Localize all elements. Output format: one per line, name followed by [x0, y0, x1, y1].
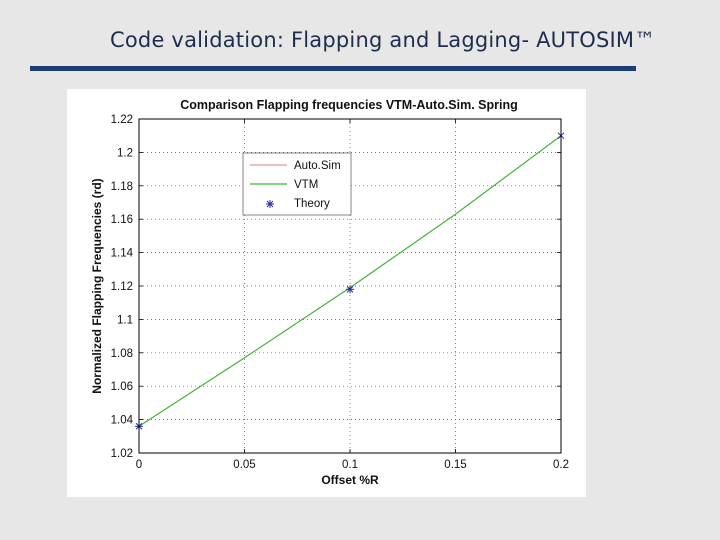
chart-figure: Comparison Flapping frequencies VTM-Auto… — [67, 89, 586, 497]
x-tick-label: 0 — [136, 459, 142, 471]
legend-label-autosim: Auto.Sim — [294, 160, 341, 172]
x-tick-label: 0.2 — [553, 459, 569, 471]
x-tick-label: 0.1 — [342, 459, 358, 471]
y-tick-label: 1.1 — [117, 314, 133, 326]
title-rule — [30, 66, 636, 71]
legend-label-vtm: VTM — [294, 179, 318, 191]
y-tick-label: 1.22 — [111, 114, 133, 126]
tick-labels: 1.02 1.04 1.06 1.08 1.1 1.12 1.14 1.16 1.18 1.2 1.… — [111, 114, 569, 471]
y-tick-label: 1.16 — [111, 214, 133, 226]
y-tick-label: 1.04 — [111, 415, 134, 427]
flapping-frequency-chart: Comparison Flapping frequencies VTM-Auto… — [90, 98, 569, 487]
y-tick-label: 1.06 — [111, 381, 133, 393]
plot-frame — [138, 118, 562, 454]
x-axis-label: Offset %R — [321, 473, 379, 487]
chart-title: Comparison Flapping frequencies VTM-Auto… — [180, 98, 518, 112]
x-tick-label: 0.15 — [444, 459, 466, 471]
legend: Auto.Sim VTM Theory — [242, 152, 352, 216]
y-tick-label: 1.08 — [111, 348, 133, 360]
theory-point — [346, 285, 354, 294]
x-tick-label: 0.05 — [233, 459, 255, 471]
y-axis-label: Normalized Flapping Frequencies (rd) — [90, 178, 104, 393]
y-tick-label: 1.2 — [117, 147, 133, 159]
legend-label-theory: Theory — [294, 198, 330, 210]
y-tick-label: 1.02 — [111, 448, 133, 460]
y-tick-label: 1.12 — [111, 281, 133, 293]
y-tick-label: 1.14 — [111, 248, 134, 260]
legend-swatch-theory — [266, 200, 274, 208]
y-tick-label: 1.18 — [111, 181, 133, 193]
slide-title: Code validation: Flapping and Lagging- A… — [110, 28, 656, 52]
